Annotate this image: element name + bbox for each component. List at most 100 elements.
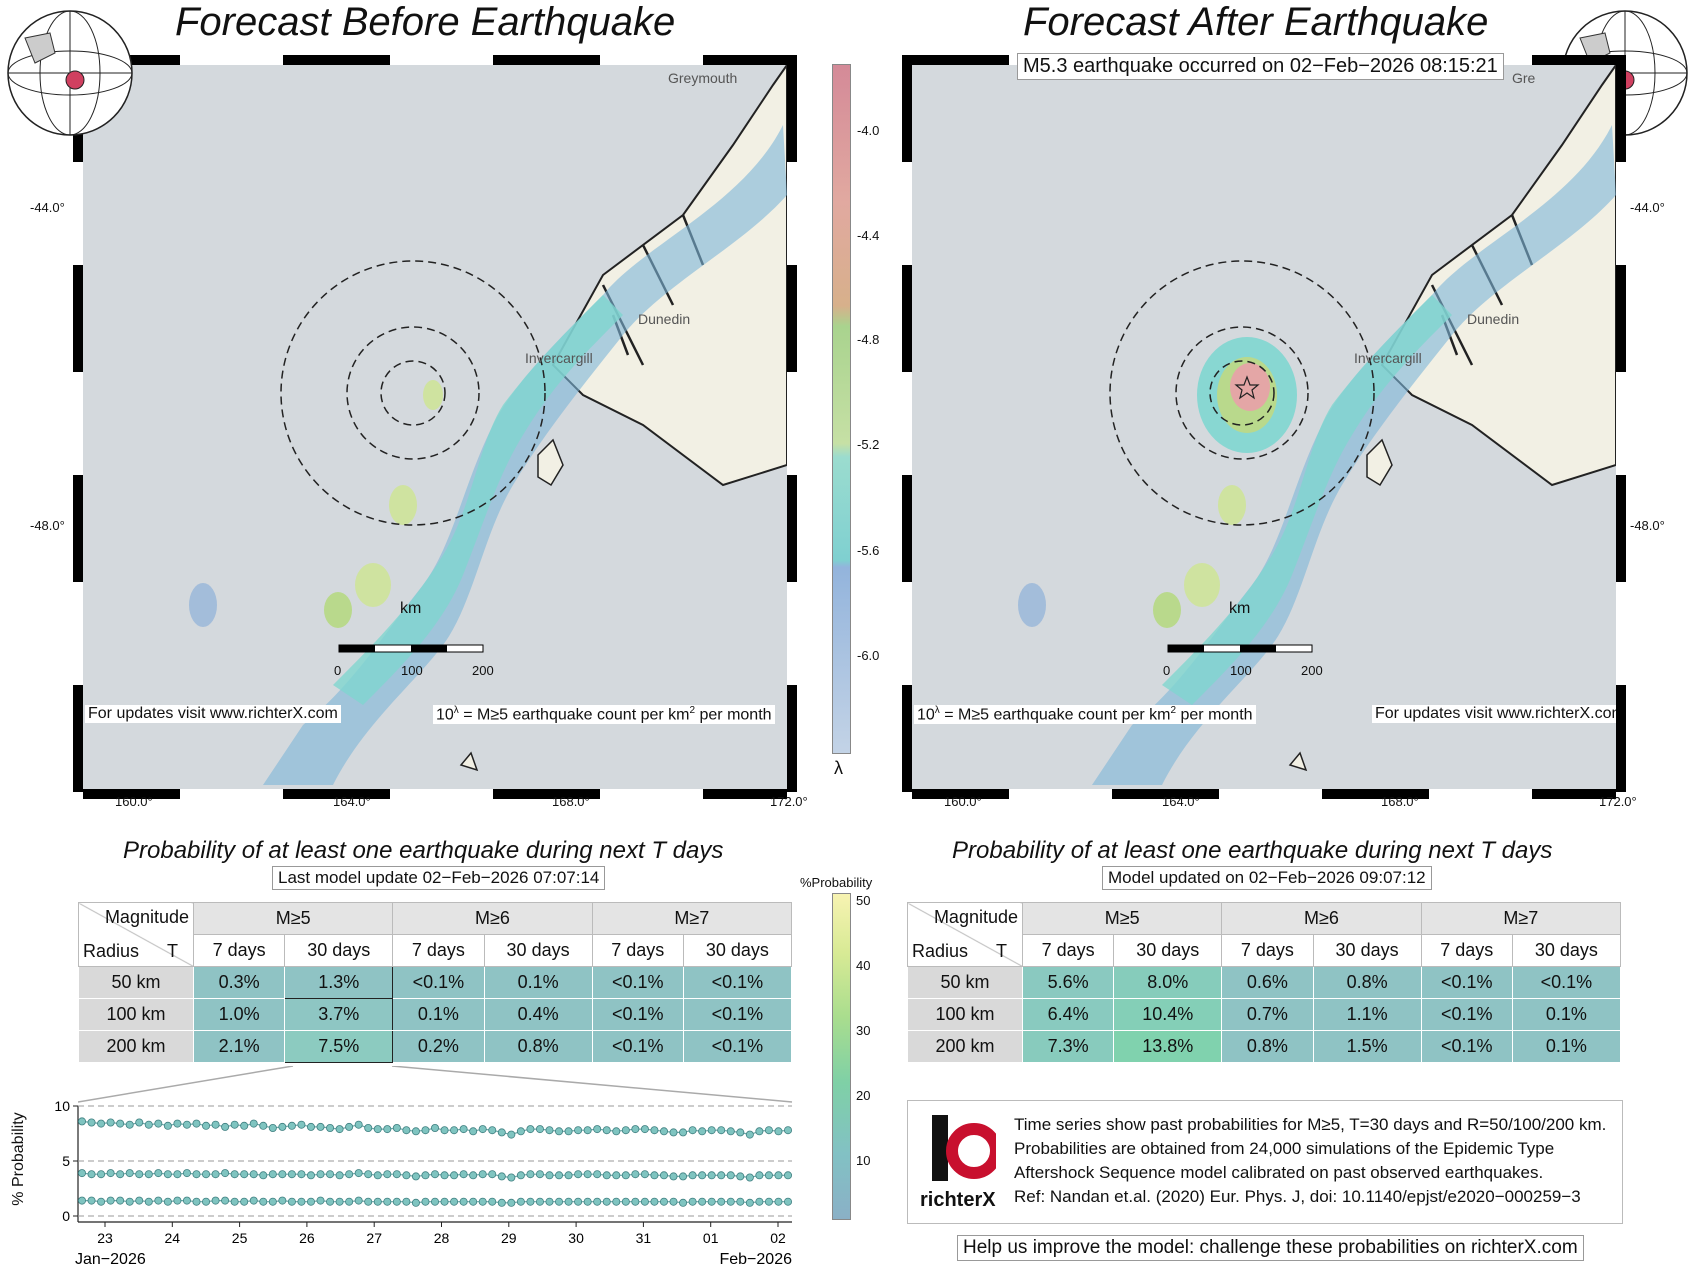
series-point [268, 1170, 277, 1179]
period-header: 7 days [192, 934, 286, 967]
series-point [135, 1118, 144, 1127]
series-point [726, 1197, 735, 1206]
series-point [736, 1172, 745, 1181]
series-point [259, 1197, 268, 1206]
series-point [97, 1119, 106, 1128]
prob-cell: 0.8% [1312, 966, 1422, 999]
prob-colorbar-tick: 10 [856, 1153, 871, 1168]
series-point [430, 1170, 439, 1179]
probability-timeseries-chart: 0 5 10 23 24 25 26 27 28 29 30 31 01 02 Jan−2026 Feb−20… [54, 1098, 793, 1266]
prob-cell: 2.1% [192, 1030, 286, 1063]
prob-cell: <0.1% [1511, 966, 1622, 999]
table-row: 200 km 7.3% 13.8% 0.8% 1.5% <0.1% 0.1% [907, 1030, 1622, 1063]
right-table-heading: Probability of at least one earthquake d… [952, 837, 1553, 864]
series-point [602, 1126, 611, 1135]
series-point [154, 1169, 163, 1178]
prob-cell: 13.8% [1113, 1030, 1223, 1063]
series-point [574, 1126, 583, 1135]
series-point [173, 1170, 182, 1179]
mag-header: M≥7 [1420, 902, 1622, 935]
prob-cell: <0.1% [392, 966, 485, 999]
table-row: 50 km 5.6% 8.0% 0.6% 0.8% <0.1% <0.1% [907, 966, 1622, 999]
richterx-logo[interactable]: richterX [916, 1109, 1002, 1211]
series-point [373, 1125, 382, 1134]
series-point [345, 1122, 354, 1131]
series-point [707, 1126, 716, 1135]
series-point [469, 1197, 478, 1206]
city-label: Greymouth [668, 70, 738, 86]
series-point [784, 1126, 793, 1135]
period-header: 30 days [483, 934, 593, 967]
prob-cell: 10.4% [1113, 998, 1223, 1031]
prob-cell: <0.1% [591, 1030, 684, 1063]
series-point [764, 1126, 773, 1135]
prob-cell: 0.8% [483, 1030, 593, 1063]
series-point [488, 1126, 497, 1135]
prob-cell[interactable]: 1.3% [284, 966, 394, 999]
scale-tick: 100 [401, 663, 423, 678]
series-point [106, 1169, 115, 1178]
y-tick-label: 0 [62, 1208, 70, 1224]
series-point [488, 1197, 497, 1206]
prob-cell: <0.1% [682, 966, 793, 999]
series-point [774, 1171, 783, 1180]
t-label: T [996, 941, 1007, 961]
series-point [745, 1130, 754, 1139]
series-point [154, 1196, 163, 1205]
series-point [306, 1197, 315, 1206]
lon-tick: 172.0° [770, 794, 808, 809]
series-point [392, 1170, 401, 1179]
series-point [383, 1170, 392, 1179]
footer-link[interactable]: Help us improve the model: challenge the… [957, 1235, 1584, 1261]
series-point [602, 1171, 611, 1180]
series-point [631, 1125, 640, 1134]
series-point [450, 1126, 459, 1135]
series-point [679, 1198, 688, 1207]
series-point [631, 1197, 640, 1206]
city-label: Dunedin [638, 311, 691, 327]
series-point [278, 1170, 287, 1179]
scale-tick: 0 [334, 663, 342, 678]
table-row: 100 km 1.0% 3.7% 0.1% 0.4% <0.1% <0.1% [78, 998, 793, 1031]
series-point [249, 1170, 258, 1179]
series-point [526, 1125, 535, 1134]
prob-cell: 1.0% [192, 998, 286, 1031]
series-point [411, 1127, 420, 1136]
series-point [402, 1171, 411, 1180]
prob-cell[interactable]: 3.7% [284, 998, 394, 1031]
prob-colorbar-tick: 40 [856, 958, 871, 973]
series-point [392, 1197, 401, 1206]
lon-tick: 172.0° [1599, 794, 1637, 809]
left-map-canvas[interactable]: Greymouth Dunedin Invercargill km 0 100 … [83, 65, 787, 789]
x-tick-label: 24 [165, 1230, 181, 1246]
series-point [736, 1128, 745, 1137]
series-point [144, 1120, 153, 1129]
prob-cell: <0.1% [591, 998, 684, 1031]
right-map-canvas[interactable]: Gre Dunedin Invercargill km 0 100 200 10… [912, 65, 1616, 789]
series-point [650, 1171, 659, 1180]
series-point [249, 1196, 258, 1205]
series-point [163, 1170, 172, 1179]
series-point [755, 1171, 764, 1180]
series-point [297, 1197, 306, 1206]
series-point [268, 1197, 277, 1206]
series-point [535, 1125, 544, 1134]
series-point [507, 1198, 516, 1207]
series-point [650, 1197, 659, 1206]
lon-tick: 160.0° [944, 794, 982, 809]
series-point [621, 1197, 630, 1206]
x-tick-label: 31 [636, 1230, 652, 1246]
series-point [268, 1123, 277, 1132]
series-point [163, 1121, 172, 1130]
table-row: 200 km 2.1% 7.5% 0.2% 0.8% <0.1% <0.1% [78, 1030, 793, 1063]
prob-cell: <0.1% [1420, 1030, 1513, 1063]
prob-cell[interactable]: 7.5% [284, 1030, 394, 1063]
series-point [497, 1198, 506, 1207]
series-point [545, 1197, 554, 1206]
period-header: 30 days [1113, 934, 1223, 967]
x-tick-label: 30 [568, 1230, 584, 1246]
series-point [593, 1197, 602, 1206]
info-text: Time series show past probabilities for … [1014, 1115, 1607, 1206]
colorbar-tick: -4.4 [857, 228, 880, 243]
series-point [87, 1118, 96, 1127]
